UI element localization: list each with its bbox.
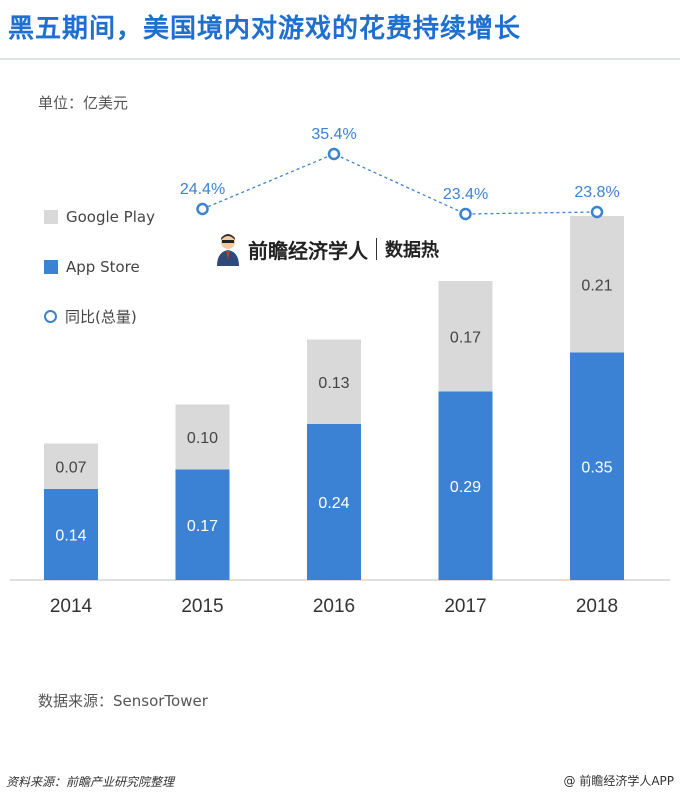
bar-app-store-2016 [307, 424, 361, 580]
x-tick-label-2015: 2015 [181, 596, 223, 617]
data-label-google-play-2014: 0.07 [55, 459, 86, 476]
bar-app-store-2014 [44, 489, 98, 580]
data-label-app-store-2018: 0.35 [581, 459, 612, 476]
brand-sub: 数据热 [385, 240, 439, 261]
data-source: 数据来源：SensorTower [38, 692, 208, 710]
legend-yoy-label: 同比(总量) [65, 308, 137, 326]
data-label-app-store-2017: 0.29 [450, 479, 481, 496]
stacked-bar-chart: 0.14 0.07 2014 0.17 0.10 2015 0.24 0.13 2016 0.29… [10, 126, 670, 617]
yoy-label-2017: 23.4% [443, 186, 488, 203]
unit-label: 单位：亿美元 [38, 94, 129, 112]
avatar-icon [217, 234, 239, 266]
bar-app-store-2015 [175, 469, 230, 580]
bar-app-store-2017 [438, 391, 493, 580]
brand-logo: 前瞻经济学人 数据热 [214, 232, 439, 266]
data-label-app-store-2014: 0.14 [55, 528, 86, 545]
legend-app-store-label: App Store [66, 258, 140, 276]
title-divider [0, 58, 680, 60]
x-tick-label-2018: 2018 [576, 596, 618, 617]
footer-source: 资料来源：前瞻产业研究院整理 [6, 775, 175, 789]
legend-google-play: Google Play [44, 208, 155, 226]
bar-google-play-2014 [44, 443, 98, 489]
data-label-app-store-2016: 0.24 [318, 495, 349, 512]
yoy-point-2018 [590, 205, 604, 219]
legend-google-play-swatch [44, 210, 58, 224]
bar-google-play-2017 [438, 281, 493, 392]
legend-google-play-label: Google Play [66, 208, 155, 226]
yoy-label-2016: 35.4% [311, 126, 356, 143]
data-label-google-play-2017: 0.17 [450, 329, 481, 346]
x-tick-label-2017: 2017 [444, 596, 486, 617]
data-label-google-play-2018: 0.21 [581, 277, 612, 294]
yoy-line [202, 153, 598, 215]
bar-app-store-2018 [570, 352, 624, 580]
yoy-point-2015 [196, 202, 209, 216]
legend-yoy-marker [44, 310, 57, 323]
footer-app: @ 前瞻经济学人APP [563, 774, 675, 788]
bar-google-play-2015 [175, 404, 230, 470]
brand-name: 前瞻经济学人 [248, 238, 368, 263]
data-label-google-play-2016: 0.13 [318, 375, 349, 392]
legend-app-store: App Store [44, 258, 140, 276]
data-label-google-play-2015: 0.10 [187, 430, 218, 447]
x-tick-label-2016: 2016 [313, 596, 355, 617]
brand-separator [376, 238, 377, 260]
bar-google-play-2018 [570, 216, 624, 353]
bar-google-play-2016 [307, 339, 361, 424]
legend-app-store-swatch [44, 260, 58, 274]
page-title: 黑五期间，美国境内对游戏的花费持续增长 [8, 14, 522, 44]
yoy-point-2016 [327, 147, 341, 161]
yoy-label-2018: 23.8% [574, 184, 619, 201]
x-tick-label-2014: 2014 [50, 596, 93, 617]
yoy-point-2017 [459, 207, 472, 221]
yoy-label-2015: 24.4% [180, 181, 225, 198]
legend-yoy: 同比(总量) [44, 306, 137, 327]
data-label-app-store-2015: 0.17 [187, 518, 218, 535]
